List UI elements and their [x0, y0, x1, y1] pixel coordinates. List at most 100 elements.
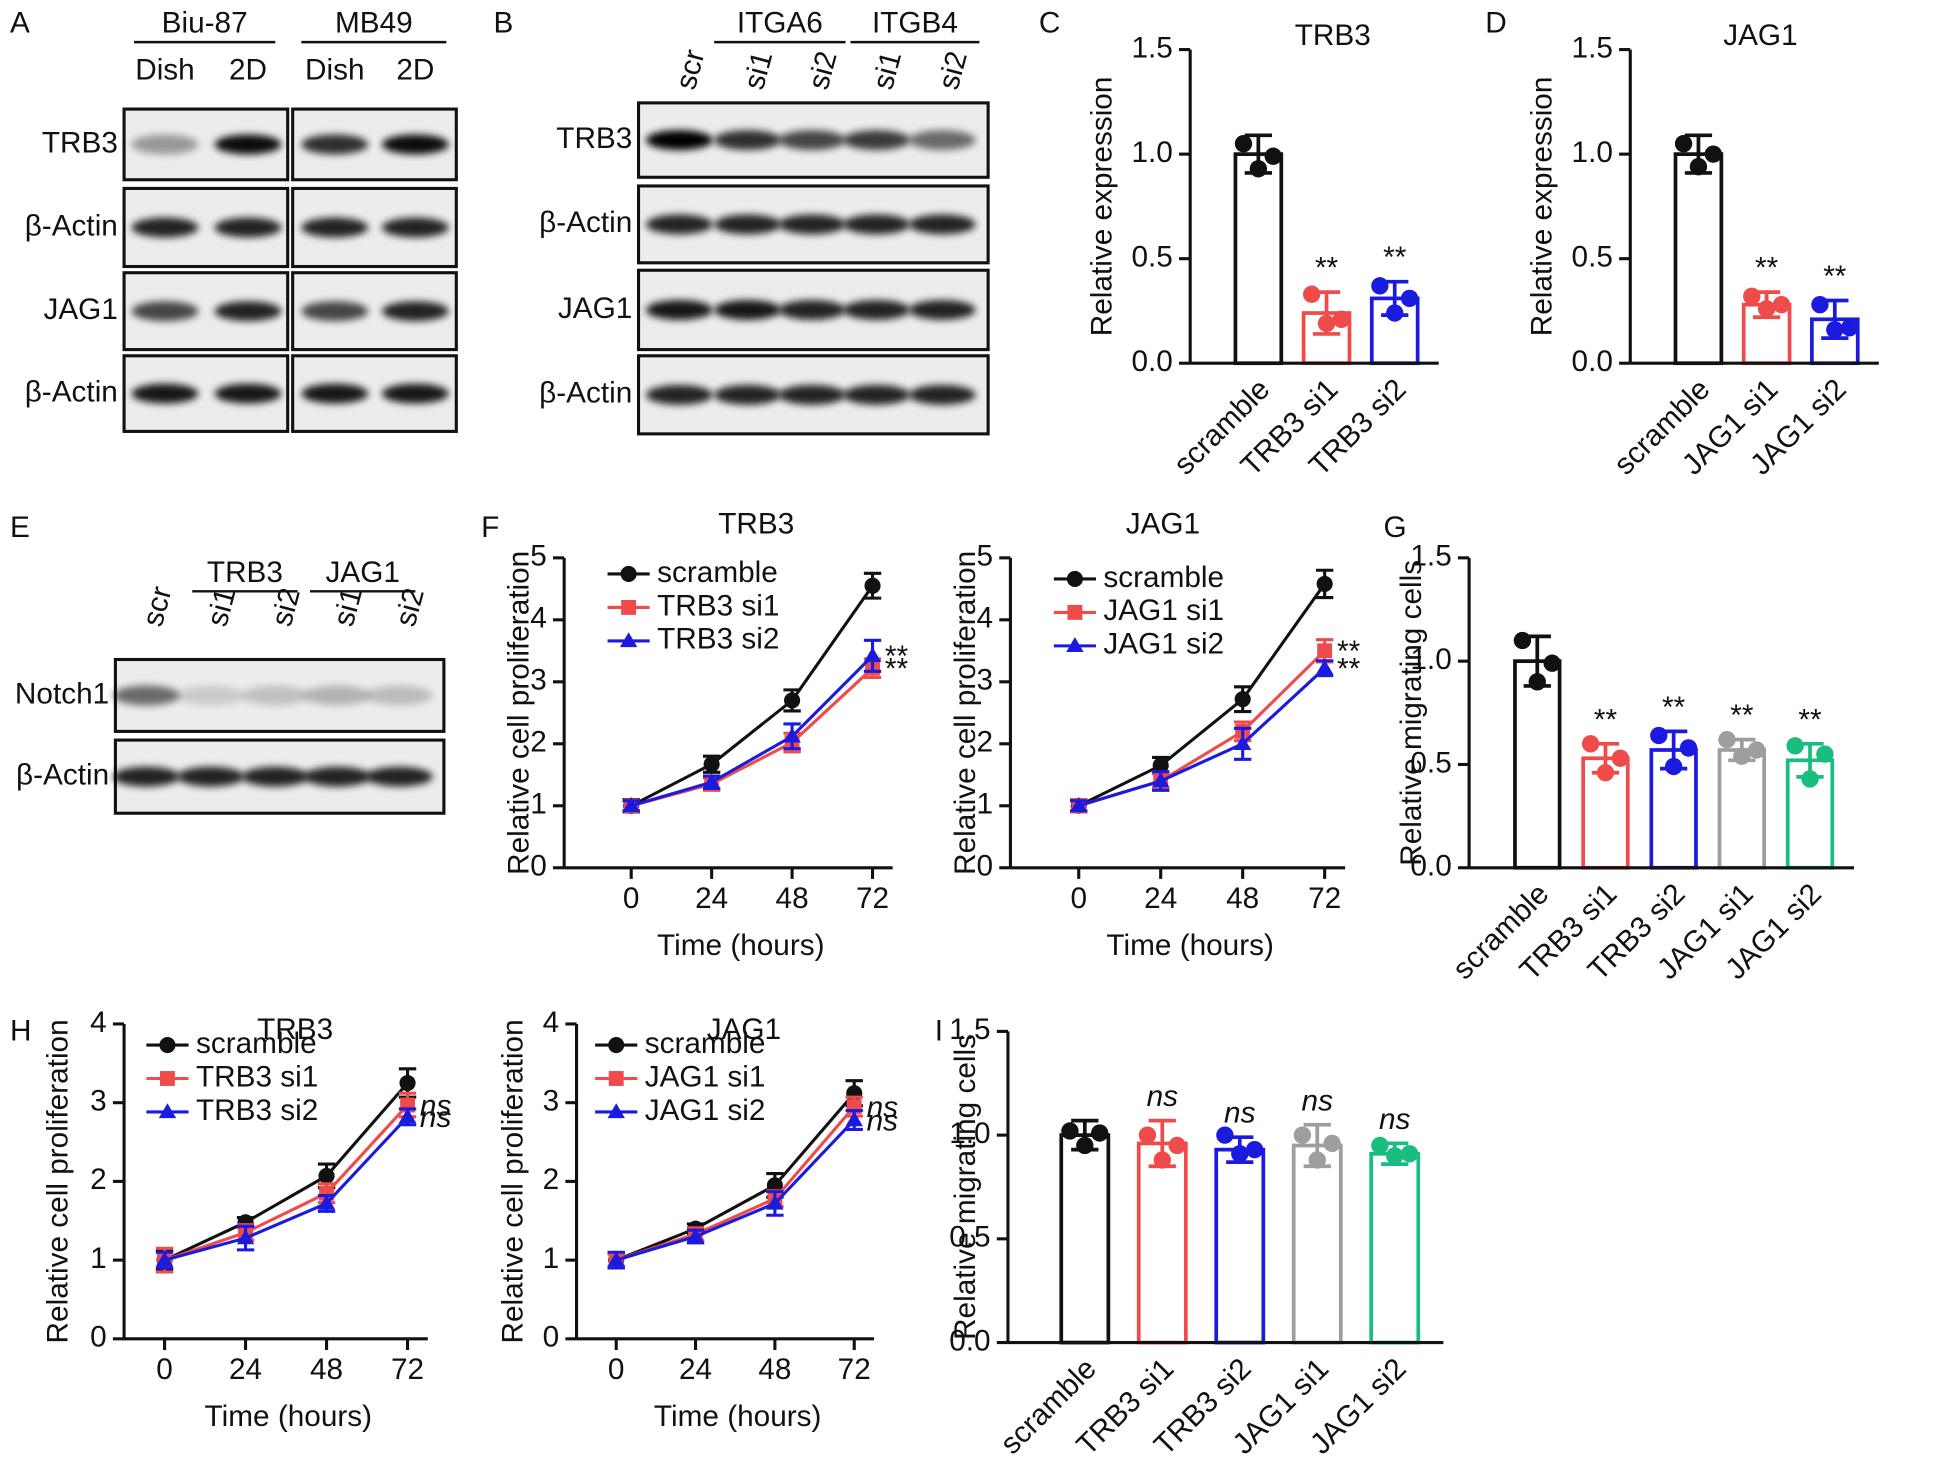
- marker: [236, 1229, 255, 1245]
- band: [214, 301, 282, 322]
- data-point: [1302, 285, 1321, 303]
- y-tick-label: 3: [977, 664, 994, 697]
- marker: [608, 1071, 624, 1086]
- blot-row-label: β-Actin: [539, 377, 632, 410]
- significance-label: **: [1383, 241, 1407, 274]
- marker: [1066, 637, 1084, 653]
- significance-label: **: [1755, 252, 1779, 285]
- data-point: [1371, 277, 1389, 295]
- y-tick-label: 0.0: [949, 1324, 990, 1357]
- marker: [1234, 691, 1251, 708]
- data-point: [1841, 318, 1859, 337]
- y-tick-label: 1.5: [1131, 31, 1172, 64]
- blot-row-label: β-Actin: [16, 759, 109, 792]
- band: [381, 301, 449, 322]
- marker: [702, 773, 721, 789]
- chart-title: JAG1: [1723, 19, 1797, 52]
- band: [843, 384, 911, 405]
- y-tick-label: 5: [530, 540, 547, 573]
- blot-group-label: Biu-87: [162, 7, 248, 40]
- x-tick-label: 48: [776, 882, 809, 915]
- x-tick-label: 48: [310, 1353, 343, 1386]
- data-point: [1371, 1136, 1389, 1155]
- y-tick-label: 0.5: [1131, 241, 1172, 274]
- x-tick-label: 0: [623, 882, 640, 915]
- panel-label: I: [935, 1014, 943, 1047]
- chart-title: TRB3: [1295, 19, 1371, 52]
- series: [155, 1107, 417, 1270]
- marker: [703, 756, 720, 773]
- y-tick-label: 0: [90, 1321, 107, 1354]
- y-tick-label: 1.0: [1131, 136, 1172, 169]
- band: [303, 685, 371, 706]
- data-point: [1786, 737, 1804, 755]
- band: [843, 130, 911, 150]
- band: [908, 384, 976, 405]
- blot-row-label: JAG1: [43, 293, 117, 326]
- data-point: [1581, 735, 1600, 753]
- band: [778, 214, 846, 235]
- data-point: [1513, 631, 1532, 650]
- marker: [317, 1194, 336, 1210]
- band: [381, 217, 449, 238]
- y-axis-label: Relative migrating cells: [1395, 560, 1428, 866]
- marker: [1152, 772, 1170, 788]
- panel-label: B: [493, 7, 513, 40]
- blot-row-label: Notch1: [15, 677, 109, 710]
- bar: [1717, 748, 1767, 870]
- chart-title: JAG1: [707, 1013, 781, 1046]
- blot-group-label: JAG1: [326, 556, 400, 589]
- band: [645, 214, 713, 235]
- lane-label: 2D: [229, 54, 267, 87]
- data-point: [1400, 289, 1419, 308]
- series-line: [1078, 667, 1326, 808]
- band: [381, 383, 449, 404]
- data-point: [1153, 1151, 1171, 1169]
- legend-label: JAG1 si2: [645, 1094, 766, 1127]
- marker: [1317, 643, 1333, 659]
- marker: [619, 632, 638, 648]
- band: [301, 301, 369, 322]
- y-tick-label: 1.5: [1410, 540, 1451, 573]
- y-axis-label: Relative cell proliferation: [41, 1019, 74, 1343]
- blot-row-label: JAG1: [558, 292, 632, 325]
- data-point: [1091, 1124, 1109, 1142]
- x-tick-label: 0: [608, 1353, 625, 1386]
- legend-label: scramble: [645, 1027, 766, 1060]
- data-point: [1704, 145, 1722, 163]
- legend-label: TRB3 si1: [657, 589, 779, 622]
- lane-label: si1: [866, 48, 908, 93]
- y-axis-label: Relative migrating cells: [949, 1034, 982, 1340]
- series-line: [1078, 649, 1326, 808]
- lane-label: si2: [802, 48, 844, 93]
- data-point: [1689, 157, 1708, 176]
- bar: [1513, 659, 1562, 870]
- x-tick-label: 24: [695, 882, 728, 915]
- significance-label: **: [1730, 699, 1754, 732]
- marker: [1315, 659, 1334, 675]
- x-tick-label: 0: [156, 1353, 173, 1386]
- y-tick-label: 3: [543, 1085, 560, 1118]
- data-point: [1061, 1122, 1079, 1140]
- y-tick-label: 3: [530, 664, 547, 697]
- band: [365, 685, 433, 706]
- data-point: [1826, 321, 1844, 339]
- lane-label: scr: [669, 46, 711, 93]
- panel-label: D: [1485, 7, 1507, 40]
- bar: [1214, 1147, 1266, 1345]
- y-tick-label: 1.5: [949, 1013, 990, 1046]
- data-point: [1216, 1126, 1234, 1144]
- band: [177, 766, 245, 787]
- y-axis-label: Relative cell proliferation: [496, 1019, 529, 1343]
- marker: [622, 797, 640, 812]
- marker: [155, 1251, 174, 1267]
- bar: [1291, 1143, 1343, 1345]
- y-tick-label: 4: [90, 1006, 107, 1039]
- marker: [607, 1103, 625, 1119]
- y-tick-label: 4: [530, 602, 547, 635]
- band: [714, 130, 782, 150]
- x-tick-label: 24: [229, 1353, 262, 1386]
- blot-row-label: TRB3: [42, 126, 118, 159]
- blot-row-label: β-Actin: [25, 209, 118, 242]
- bar: [1369, 1151, 1421, 1345]
